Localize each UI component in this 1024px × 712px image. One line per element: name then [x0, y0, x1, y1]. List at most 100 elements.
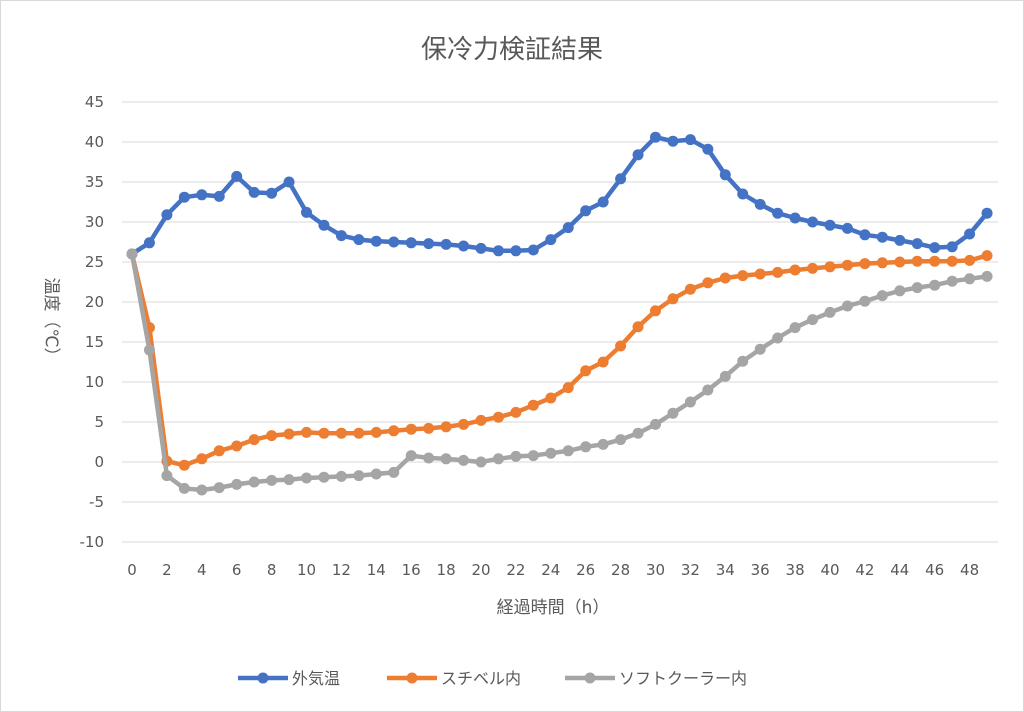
data-point — [737, 270, 749, 282]
data-point — [807, 216, 819, 228]
data-point — [772, 266, 784, 278]
data-point — [318, 219, 330, 231]
data-point — [894, 285, 906, 297]
data-point — [929, 255, 941, 267]
data-point — [946, 241, 958, 253]
x-tick-label: 24 — [541, 561, 560, 579]
y-tick-label: 20 — [85, 293, 104, 311]
data-point — [475, 456, 487, 468]
legend-item: スチベル内 — [387, 669, 521, 688]
data-point — [597, 196, 609, 208]
data-point — [423, 452, 435, 464]
data-point — [772, 332, 784, 344]
x-tick-label: 10 — [297, 561, 316, 579]
y-tick-label: 35 — [85, 173, 104, 191]
x-tick-label: 36 — [751, 561, 770, 579]
data-point — [597, 438, 609, 450]
data-point — [859, 295, 871, 307]
data-point — [458, 240, 470, 252]
data-point — [353, 470, 365, 482]
series-1 — [126, 131, 993, 260]
data-point — [370, 468, 382, 480]
data-point — [196, 189, 208, 201]
data-point — [440, 453, 452, 465]
y-tick-label: 45 — [85, 93, 104, 111]
data-point — [248, 434, 260, 446]
data-point — [405, 423, 417, 435]
data-point — [719, 370, 731, 382]
x-tick-label: 18 — [437, 561, 456, 579]
data-point — [632, 427, 644, 439]
x-tick-label: 44 — [890, 561, 909, 579]
data-point — [388, 466, 400, 478]
x-tick-label: 4 — [197, 561, 207, 579]
data-point — [318, 471, 330, 483]
data-point — [527, 399, 539, 411]
series-line — [129, 251, 990, 468]
data-point — [824, 219, 836, 231]
x-tick-label: 26 — [576, 561, 595, 579]
data-point — [876, 257, 888, 269]
data-point — [650, 418, 661, 430]
data-point — [458, 454, 470, 466]
y-axis-title: 温度（℃） — [41, 277, 61, 364]
data-point — [911, 238, 923, 250]
data-point — [510, 450, 522, 462]
y-tick-label: 15 — [85, 333, 104, 351]
data-point — [266, 187, 278, 199]
data-point — [266, 474, 278, 486]
x-tick-label: 28 — [611, 561, 630, 579]
data-point — [754, 268, 766, 280]
data-point — [388, 236, 400, 248]
x-tick-label: 16 — [402, 561, 421, 579]
data-point — [283, 176, 295, 188]
data-point — [737, 188, 749, 200]
data-point — [370, 235, 382, 247]
data-point — [178, 459, 190, 471]
data-point — [597, 356, 609, 368]
data-point — [213, 190, 225, 202]
data-point — [841, 222, 853, 234]
data-point — [754, 198, 766, 210]
data-point — [335, 427, 347, 439]
data-point — [632, 149, 644, 161]
data-point — [213, 445, 225, 457]
data-point — [178, 482, 190, 494]
data-point — [807, 314, 819, 326]
data-point — [248, 186, 260, 198]
x-tick-label: 2 — [162, 561, 172, 579]
data-point — [964, 254, 976, 266]
data-point — [929, 242, 941, 254]
data-point — [353, 427, 365, 439]
data-point — [807, 262, 819, 274]
data-point — [911, 255, 923, 267]
series-2 — [126, 248, 993, 471]
data-point — [231, 170, 243, 182]
data-point — [562, 382, 574, 394]
data-point — [231, 478, 243, 490]
data-point — [981, 250, 993, 262]
y-tick-label: 0 — [94, 453, 104, 471]
data-point — [301, 472, 312, 484]
y-tick-labels: 45 40 35 30 25 20 15 10 5 0 -5 -10 — [80, 93, 105, 551]
data-point — [161, 209, 173, 221]
data-point — [562, 445, 574, 457]
x-tick-label: 6 — [232, 561, 242, 579]
data-point — [580, 365, 592, 377]
data-point — [423, 422, 435, 434]
data-point — [370, 426, 382, 438]
data-point — [510, 406, 522, 418]
y-tick-label: 30 — [85, 213, 104, 231]
legend-label: スチベル内 — [441, 669, 521, 688]
x-tick-label: 42 — [855, 561, 874, 579]
data-point — [475, 242, 487, 254]
data-point — [876, 231, 888, 243]
data-point — [545, 447, 557, 459]
data-point — [789, 212, 801, 224]
data-point — [894, 234, 906, 246]
gridlines — [122, 101, 998, 543]
data-point — [702, 143, 714, 155]
data-point — [405, 237, 417, 249]
